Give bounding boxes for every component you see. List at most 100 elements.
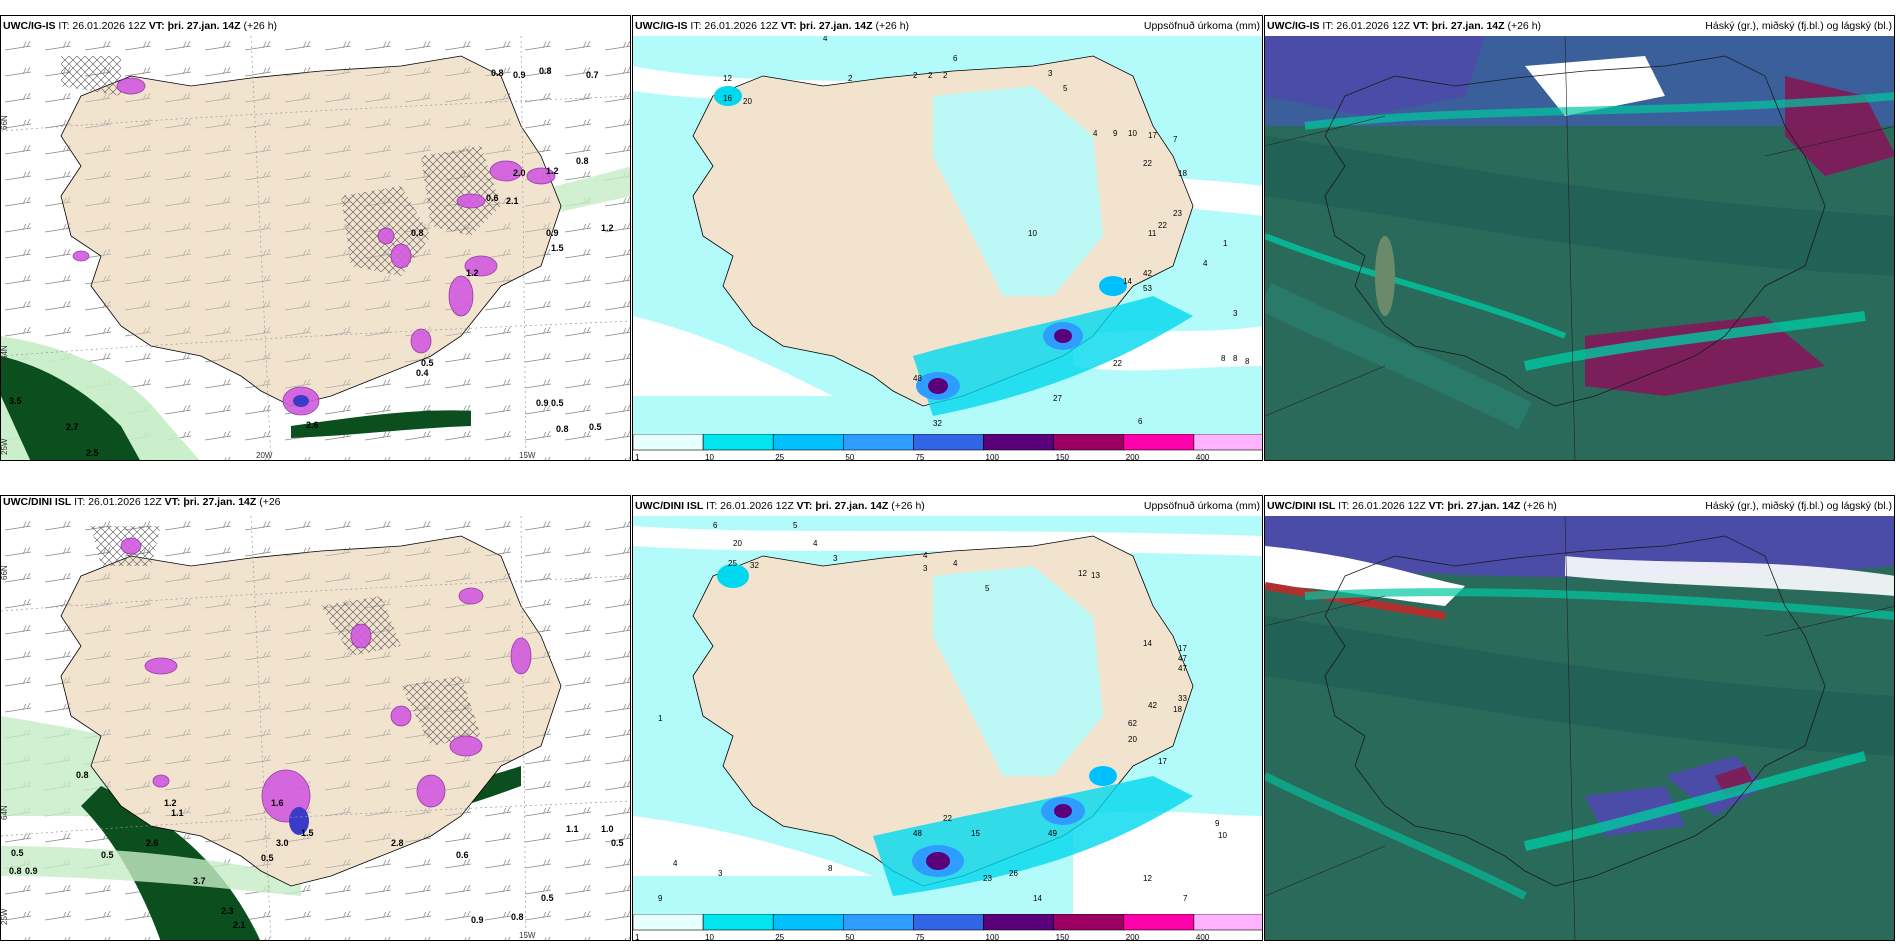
- value-label: 2.5: [86, 448, 99, 458]
- value-label: 1.2: [466, 268, 479, 278]
- panel-top-right-cloud-cover: UWC/IG-IS IT: 26.01.2026 12Z VT: þri. 27…: [1264, 15, 1895, 461]
- value-label: 1.2: [164, 798, 177, 808]
- value-label: 2: [943, 71, 948, 80]
- value-label: 13: [1091, 571, 1100, 580]
- value-label: 0.9: [536, 398, 549, 408]
- value-label: 7: [1173, 135, 1178, 144]
- panel-title: Uppsöfnuð úrkoma (mm): [1143, 500, 1260, 512]
- colorbar-tick-label: 25: [775, 453, 784, 461]
- value-label: 2.0: [513, 168, 526, 178]
- cloud-map: [1265, 36, 1894, 460]
- value-label: 2: [913, 71, 918, 80]
- colorbar-tick-label: 200: [1126, 453, 1140, 461]
- value-label: 10: [1218, 831, 1227, 840]
- value-label: 3: [833, 554, 838, 563]
- colorbar-tick-label: 150: [1056, 933, 1070, 941]
- colorbar-swatch: [843, 914, 914, 931]
- lon-label: 25W: [1, 438, 9, 455]
- value-label: 23: [1173, 209, 1182, 218]
- value-label: 9: [1113, 129, 1118, 138]
- value-label: 2.1: [233, 920, 246, 930]
- panel-header: UWC/IG-IS IT: 26.01.2026 12Z VT: þri. 27…: [3, 20, 278, 32]
- colorbar-swatch: [772, 914, 844, 931]
- value-label: 0.7: [586, 70, 599, 80]
- value-label: 2.7: [66, 422, 79, 432]
- value-label: 10: [1028, 229, 1037, 238]
- value-label: 32: [750, 561, 759, 570]
- value-label: 6: [1138, 417, 1143, 426]
- colorbar-swatch: [843, 434, 914, 451]
- value-label: 3: [923, 564, 928, 573]
- value-label: 12: [1078, 569, 1087, 578]
- value-label: 14: [1143, 639, 1152, 648]
- value-label: 0.9: [513, 70, 526, 80]
- value-label: 33: [1178, 694, 1187, 703]
- colorbar-swatch: [702, 434, 774, 451]
- value-label: 18: [1178, 169, 1187, 178]
- value-label: 48: [913, 374, 922, 383]
- value-label: 1: [1223, 239, 1228, 248]
- panel-header: UWC/IG-IS IT: 26.01.2026 12Z VT: þri. 27…: [635, 20, 910, 32]
- value-label: 0.9: [471, 915, 484, 925]
- colorbar-swatch: [983, 434, 1054, 451]
- colorbar-tick-label: 75: [915, 933, 924, 941]
- value-label: 2.3: [221, 906, 234, 916]
- value-label: 4: [953, 559, 958, 568]
- value-label: 42: [1143, 269, 1152, 278]
- value-label: 4: [1203, 259, 1208, 268]
- value-label: 27: [1053, 394, 1062, 403]
- colorbar-swatch: [702, 914, 774, 931]
- value-label: 48: [913, 829, 922, 838]
- colorbar-tick-label: 10: [705, 933, 714, 941]
- colorbar-tick-label: 25: [775, 933, 784, 941]
- value-label: 1.5: [551, 243, 564, 253]
- lon-label: 15W: [519, 451, 536, 460]
- value-label: 4: [1093, 129, 1098, 138]
- panel-header: UWC/IG-IS IT: 26.01.2026 12Z VT: þri. 27…: [1267, 20, 1542, 32]
- value-label: 0.8: [491, 68, 504, 78]
- value-label: 2: [848, 74, 853, 83]
- value-label: 22: [1113, 359, 1122, 368]
- value-label: 17: [1158, 757, 1167, 766]
- lat-label: 64N: [1, 805, 9, 820]
- map-area[interactable]: 4 6 2 3 5 12 16 20 2 2 2 4 9 10 17 7 22 …: [633, 36, 1262, 461]
- map-area[interactable]: 0.8 0.9 0.8 0.7 0.8 2.0 1.2 0.6 2.1 1.2 …: [1, 36, 630, 460]
- map-area[interactable]: 0.8 1.2 1.1 2.6 0.5 0.5 0.8 0.9 3.0 1.5 …: [1, 516, 630, 940]
- panel-top-left-precip-wind: UWC/IG-IS IT: 26.01.2026 12Z VT: þri. 27…: [0, 15, 631, 461]
- value-label: 2.1: [506, 196, 519, 206]
- value-label: 1.2: [601, 223, 614, 233]
- value-label: 4: [923, 551, 928, 560]
- value-label: 15: [971, 829, 980, 838]
- colorbar-swatch: [1053, 434, 1125, 451]
- panel-title: Háský (gr.), miðský (fj.bl.) og lágský (…: [1705, 500, 1892, 512]
- colorbar-tick-label: 10: [705, 453, 714, 461]
- value-label: 2.6: [306, 420, 319, 430]
- panel-header: UWC/DINI ISL IT: 26.01.2026 12Z VT: þri.…: [635, 500, 925, 512]
- value-label: 53: [1143, 284, 1152, 293]
- panel-bottom-left-precip-wind: UWC/DINI ISL IT: 26.01.2026 12Z VT: þri.…: [0, 495, 631, 941]
- value-label: 3.0: [276, 838, 289, 848]
- weather-map: 5 6 5 4 3 20 25 32 4 4 3 5 12 13 14 17 4…: [633, 516, 1262, 914]
- value-label: 3: [1233, 309, 1238, 318]
- cloud-map: [1265, 516, 1894, 940]
- value-label: 1.5: [301, 828, 314, 838]
- value-label: 1.1: [171, 808, 184, 818]
- value-label: 4: [813, 539, 818, 548]
- value-label: 1.6: [271, 798, 284, 808]
- map-area[interactable]: [1265, 516, 1894, 940]
- map-area[interactable]: [1265, 36, 1894, 460]
- colorbar-tick-label: 100: [986, 453, 1000, 461]
- value-label: 20: [743, 97, 752, 106]
- value-label: 0.6: [456, 850, 469, 860]
- value-label: 12: [1143, 874, 1152, 883]
- value-label: 0.8: [539, 66, 552, 76]
- panel-title: Uppsöfnuð úrkoma (mm): [1143, 20, 1260, 32]
- value-label: 3.7: [193, 876, 206, 886]
- value-label: 9: [1215, 819, 1220, 828]
- value-label: 42: [1148, 701, 1157, 710]
- value-label: 14: [1123, 277, 1132, 286]
- value-label: 17: [1148, 131, 1157, 140]
- colorbar-tick-label: 1: [635, 933, 640, 941]
- colorbar-swatch: [913, 434, 984, 451]
- map-area[interactable]: 5 6 5 4 3 20 25 32 4 4 3 5 12 13 14 17 4…: [633, 516, 1262, 941]
